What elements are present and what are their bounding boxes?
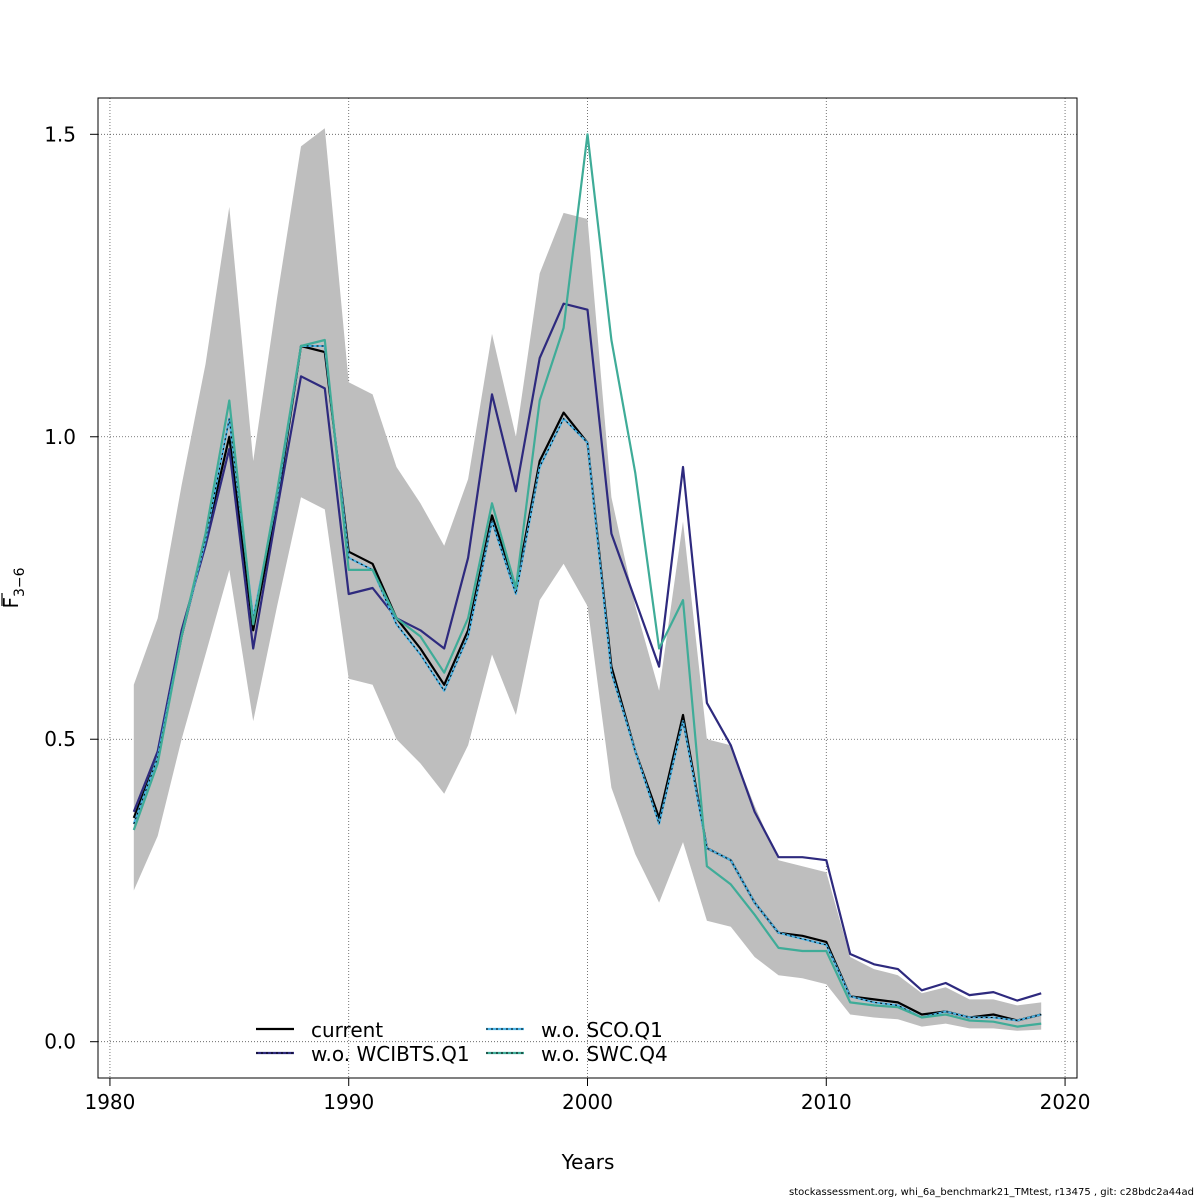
svg-text:F3−6: F3−6 bbox=[0, 567, 28, 608]
x-tick-label: 1980 bbox=[84, 1090, 135, 1114]
confidence-band bbox=[133, 128, 1042, 1031]
y-axis-title: F3−6 bbox=[0, 567, 28, 608]
series-lines bbox=[132, 133, 1042, 1028]
x-axis: 1980 1990 2000 2010 2020 bbox=[84, 1077, 1091, 1114]
series-line-w-o-swc-q4 bbox=[132, 133, 1042, 1028]
series-line-w-o-wcibts-q1 bbox=[132, 302, 1042, 1002]
x-tick-label: 2020 bbox=[1040, 1090, 1091, 1114]
y-tick-label: 1.5 bbox=[44, 122, 76, 146]
y-axis-title-main: F bbox=[0, 597, 23, 609]
legend-label-w-o-wcibts-q1: w.o. WCIBTS.Q1 bbox=[311, 1042, 470, 1066]
y-tick-label: 1.0 bbox=[44, 425, 76, 449]
x-tick-label: 2010 bbox=[801, 1090, 852, 1114]
footer-source: stockassessment.org, whi_6a_benchmark21_… bbox=[789, 1187, 1194, 1198]
legend-label-w-o-sco-q1: w.o. SCO.Q1 bbox=[541, 1018, 663, 1042]
y-tick-label: 0.5 bbox=[44, 727, 76, 751]
y-axis: 0.0 0.5 1.0 1.5 bbox=[44, 122, 99, 1054]
legend-label-w-o-swc-q4: w.o. SWC.Q4 bbox=[541, 1042, 668, 1066]
x-tick-label: 1990 bbox=[323, 1090, 374, 1114]
legend-label-current: current bbox=[311, 1018, 383, 1042]
y-tick-label: 0.0 bbox=[44, 1030, 76, 1054]
x-axis-title: Years bbox=[561, 1150, 615, 1174]
y-axis-title-sub: 3−6 bbox=[12, 567, 28, 597]
x-tick-label: 2000 bbox=[562, 1090, 613, 1114]
